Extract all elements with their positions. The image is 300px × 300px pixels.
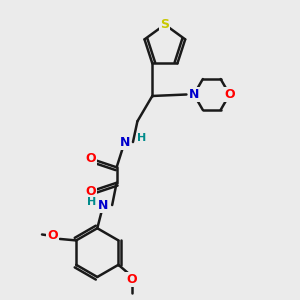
Text: O: O <box>47 230 58 242</box>
Text: H: H <box>87 197 97 207</box>
Text: H: H <box>137 134 146 143</box>
Text: N: N <box>119 136 130 148</box>
Text: O: O <box>127 273 137 286</box>
Text: O: O <box>224 88 235 101</box>
Text: N: N <box>98 199 108 212</box>
Text: N: N <box>189 88 199 101</box>
Text: O: O <box>85 152 96 165</box>
Text: S: S <box>160 18 169 31</box>
Text: O: O <box>85 185 96 198</box>
